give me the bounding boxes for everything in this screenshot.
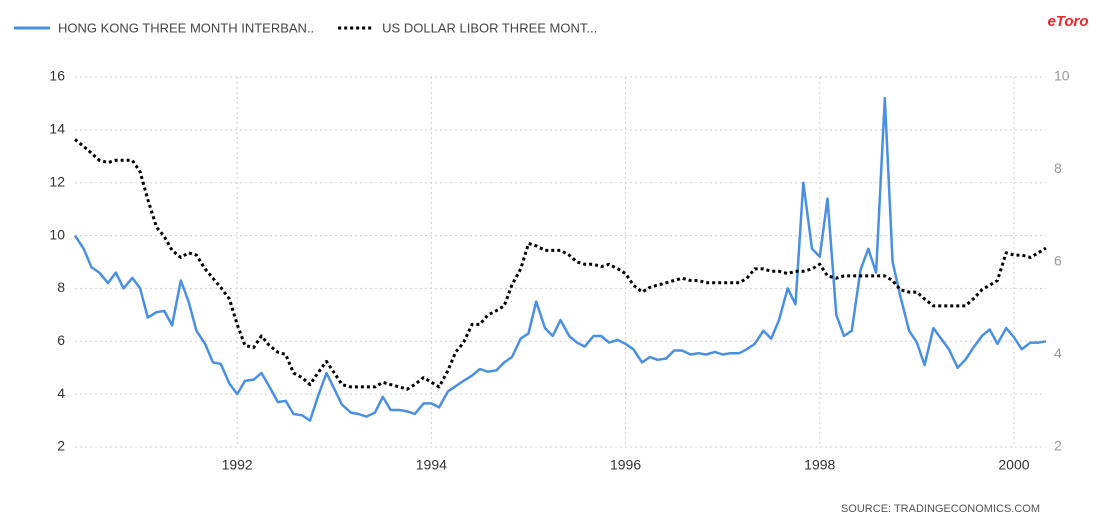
series-line [74,138,1047,391]
logo: eToro [1047,13,1088,30]
x-tick-label: 1994 [416,457,447,473]
y-tick-label: 6 [57,332,65,348]
x-tick-label: 1992 [222,457,253,473]
x-tick-label: 2000 [998,457,1029,473]
y-tick-label: 8 [57,279,65,295]
y2-tick-label: 6 [1054,253,1062,269]
y2-tick-label: 2 [1054,438,1062,454]
y2-tick-label: 4 [1054,345,1062,361]
y2-tick-label: 8 [1054,160,1062,176]
x-tick-label: 1998 [804,457,835,473]
y2-tick-label: 10 [1054,68,1070,84]
y-tick-label: 10 [49,226,65,242]
legend-label[interactable]: US DOLLAR LIBOR THREE MONT... [382,20,597,35]
x-tick-label: 1996 [610,457,641,473]
series-line [73,96,1047,422]
y-tick-label: 2 [57,438,65,454]
source: SOURCE: TRADINGECONOMICS.COM [841,503,1040,515]
y-tick-label: 16 [49,68,65,84]
y-tick-label: 4 [57,385,65,401]
legend-label[interactable]: HONG KONG THREE MONTH INTERBAN.. [58,20,314,35]
y-tick-label: 12 [49,173,65,189]
y-tick-label: 14 [49,121,65,137]
